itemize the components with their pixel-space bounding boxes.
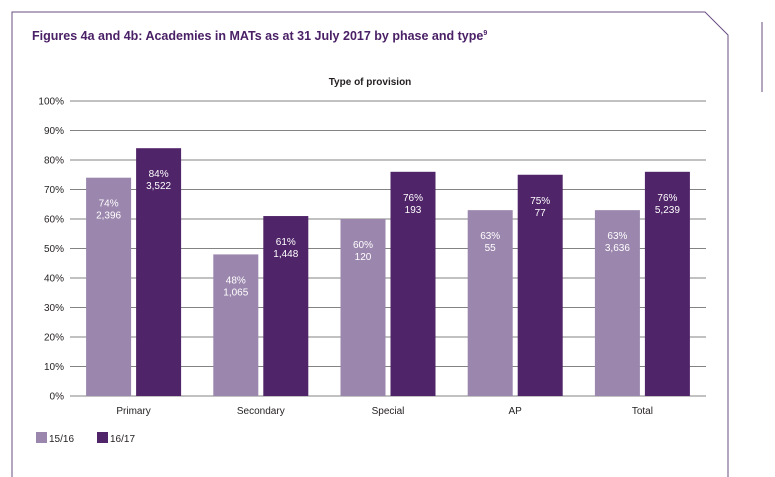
bar-15-16 [594,210,640,396]
y-tick-label: 10% [44,362,64,373]
y-tick-label: 40% [44,274,64,285]
data-label-count: 55 [485,243,497,254]
data-label-percent: 61% [276,237,296,248]
y-tick-label: 80% [44,156,64,167]
legend-label: 16/17 [110,434,135,445]
bar-16-17 [136,148,182,396]
bar-16-17 [517,174,563,396]
data-label-percent: 63% [607,231,627,242]
bar-16-17 [644,171,690,396]
bar-16-17 [390,171,436,396]
bar-15-16 [340,219,386,396]
footnote-marker: 9 [483,29,488,37]
data-label-count: 3,522 [146,181,171,192]
y-tick-label: 100% [38,97,64,108]
figure-title: Figures 4a and 4b: Academies in MATs as … [32,29,488,43]
y-tick-label: 70% [44,185,64,196]
data-label-count: 5,239 [655,205,680,216]
data-label-count: 1,448 [273,249,298,260]
data-label-count: 120 [355,252,372,263]
legend-label: 15/16 [49,434,74,445]
data-label-count: 77 [535,208,547,219]
data-label-percent: 48% [226,275,246,286]
x-tick-label: AP [509,406,523,417]
y-tick-label: 90% [44,126,64,137]
x-tick-label: Secondary [237,406,285,417]
legend-swatch [97,432,108,443]
y-tick-label: 50% [44,244,64,255]
bar-15-16 [86,177,132,396]
bar-16-17 [263,216,309,396]
chart-title: Type of provision [329,77,412,88]
y-tick-label: 60% [44,215,64,226]
data-label-percent: 75% [530,196,550,207]
data-label-count: 2,396 [96,211,121,222]
data-label-count: 193 [405,205,422,216]
data-label-percent: 60% [353,240,373,251]
legend-swatch [36,432,47,443]
x-tick-label: Total [632,406,653,417]
y-tick-label: 0% [50,392,65,403]
data-label-count: 3,636 [605,243,630,254]
x-tick-label: Special [372,406,405,417]
x-tick-label: Primary [116,406,150,417]
data-label-percent: 74% [99,199,119,210]
bar-15-16 [213,254,259,396]
y-tick-label: 30% [44,303,64,314]
bar-15-16 [467,210,513,396]
data-label-percent: 76% [403,193,423,204]
data-label-percent: 84% [149,169,169,180]
data-label-percent: 76% [657,193,677,204]
data-label-percent: 63% [480,231,500,242]
data-label-count: 1,065 [223,287,248,298]
y-tick-label: 20% [44,333,64,344]
